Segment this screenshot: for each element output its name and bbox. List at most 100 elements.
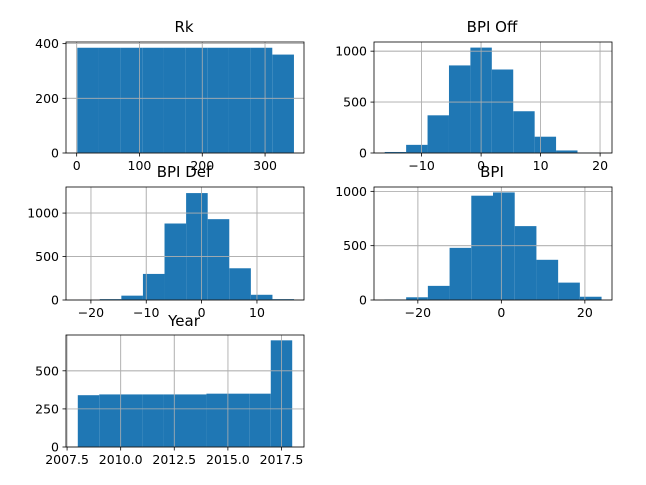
plot-area-bpi: −20 0 20 0 500 1000 bbox=[335, 184, 613, 320]
histogram-bar bbox=[185, 394, 207, 447]
x-tick-label: 0 bbox=[73, 158, 81, 173]
histogram-bar bbox=[406, 144, 428, 153]
histogram-bar bbox=[163, 47, 186, 153]
histogram-bar bbox=[427, 285, 450, 300]
x-tick-label: 2007.5 bbox=[45, 452, 89, 467]
histogram-bar bbox=[250, 294, 273, 300]
histogram-bar bbox=[471, 195, 493, 300]
x-tick-label: 0 bbox=[477, 158, 485, 173]
y-tick-label: 250 bbox=[35, 401, 59, 416]
histogram-bar bbox=[120, 394, 143, 447]
histogram-bar bbox=[206, 393, 228, 447]
x-tick-label: 0 bbox=[198, 305, 206, 320]
histogram-bar bbox=[272, 54, 294, 153]
panel-title-bpi-off: BPI Off bbox=[467, 18, 518, 36]
histogram-bar bbox=[77, 47, 99, 153]
histogram-bar bbox=[207, 47, 229, 153]
histogram-bar bbox=[272, 299, 295, 300]
x-tick-label: 2012.5 bbox=[152, 452, 196, 467]
histogram-bar bbox=[556, 150, 578, 153]
y-tick-label: 1000 bbox=[335, 44, 367, 59]
y-tick-label: 200 bbox=[35, 91, 59, 106]
x-tick-label: 20 bbox=[577, 305, 593, 320]
histogram-bar bbox=[142, 394, 164, 447]
histogram-bar bbox=[384, 151, 407, 153]
histogram-bar bbox=[99, 394, 121, 447]
axes-frame bbox=[65, 334, 305, 448]
histogram-bar bbox=[120, 47, 143, 153]
histogram-bar bbox=[186, 193, 208, 300]
panel-title-rk: Rk bbox=[174, 18, 193, 36]
axes-frame bbox=[65, 41, 305, 154]
y-tick-label: 0 bbox=[51, 293, 59, 308]
histogram-bar bbox=[77, 395, 100, 447]
histogram-bar bbox=[406, 297, 428, 300]
y-tick-label: 0 bbox=[359, 146, 367, 161]
plot-area-rk: 0 100 200 300 0 200 400 bbox=[35, 36, 305, 173]
x-tick-label: 0 bbox=[497, 305, 505, 320]
histogram-bar bbox=[121, 295, 143, 300]
histogram-bar bbox=[427, 115, 449, 153]
histogram-bar bbox=[207, 219, 230, 300]
x-tick-label: 20 bbox=[592, 158, 608, 173]
x-tick-label: −10 bbox=[133, 305, 159, 320]
histogram-bar bbox=[491, 69, 514, 153]
histogram-bar bbox=[536, 259, 559, 300]
y-tick-label: 500 bbox=[35, 363, 59, 378]
histogram-bar bbox=[513, 111, 535, 153]
x-tick-label: 2015.0 bbox=[206, 452, 250, 467]
x-tick-label: −20 bbox=[405, 305, 431, 320]
y-tick-label: 1000 bbox=[27, 206, 59, 221]
histogram-bar bbox=[449, 247, 472, 300]
panel-rk: Rk 0 100 200 300 0 200 400 bbox=[35, 18, 305, 173]
histogram-bar bbox=[558, 282, 580, 300]
y-tick-label: 500 bbox=[343, 95, 367, 110]
x-tick-label: 100 bbox=[128, 158, 152, 173]
y-tick-label: 0 bbox=[51, 146, 59, 161]
x-tick-label: 200 bbox=[190, 158, 214, 173]
histogram-bar bbox=[185, 47, 208, 153]
y-tick-label: 0 bbox=[359, 293, 367, 308]
plot-area-bpi-off: −10 0 10 20 0 500 1000 bbox=[335, 41, 613, 173]
x-tick-label: 10 bbox=[249, 305, 265, 320]
histogram-bar bbox=[142, 47, 164, 153]
axes-frame bbox=[65, 186, 305, 301]
histogram-bar bbox=[534, 136, 557, 153]
panel-year: Year 2007.5 2010.0 2012.5 2015.0 2017.5 0 250 5… bbox=[35, 312, 305, 467]
y-tick-label: 400 bbox=[35, 36, 59, 51]
x-tick-label: 2010.0 bbox=[99, 452, 143, 467]
axes-frame bbox=[373, 41, 613, 154]
panel-title-bpi-def: BPI Def bbox=[157, 163, 212, 181]
histogram-bar bbox=[514, 226, 537, 300]
axes-frame bbox=[373, 186, 613, 301]
histogram-bar bbox=[228, 47, 251, 153]
y-tick-label: 1000 bbox=[335, 184, 367, 199]
panel-title-bpi: BPI bbox=[480, 163, 504, 181]
plot-area-bpi-def: −20 −10 0 10 0 500 1000 bbox=[27, 186, 305, 320]
x-tick-label: −20 bbox=[78, 305, 104, 320]
plot-area-year: 2007.5 2010.0 2012.5 2015.0 2017.5 0 250 500 bbox=[35, 334, 305, 467]
panel-bpi-def: BPI Def −20 −10 0 10 0 500 1000 bbox=[27, 163, 305, 320]
panel-bpi-off: BPI Off −10 0 10 20 0 500 1000 bbox=[335, 18, 613, 173]
histogram-bar bbox=[250, 47, 273, 153]
x-tick-label: 10 bbox=[533, 158, 549, 173]
histogram-bar bbox=[249, 393, 271, 447]
histogram-bar bbox=[98, 47, 121, 153]
histogram-bar bbox=[493, 192, 515, 300]
panel-title-year: Year bbox=[167, 312, 201, 330]
histogram-bar bbox=[227, 393, 250, 447]
y-tick-label: 0 bbox=[51, 440, 59, 455]
histogram-bar bbox=[99, 299, 122, 300]
histogram-bar bbox=[229, 268, 251, 300]
y-tick-label: 500 bbox=[343, 238, 367, 253]
panel-bpi: BPI −20 0 20 0 500 1000 bbox=[335, 163, 613, 320]
x-tick-label: 2017.5 bbox=[260, 452, 304, 467]
x-tick-label: 300 bbox=[253, 158, 277, 173]
histogram-bar bbox=[579, 296, 602, 300]
y-tick-label: 500 bbox=[35, 249, 59, 264]
histogram-bar bbox=[142, 273, 165, 300]
histogram-bar bbox=[164, 223, 187, 300]
histogram-bar bbox=[448, 65, 471, 153]
x-tick-label: −10 bbox=[408, 158, 434, 173]
